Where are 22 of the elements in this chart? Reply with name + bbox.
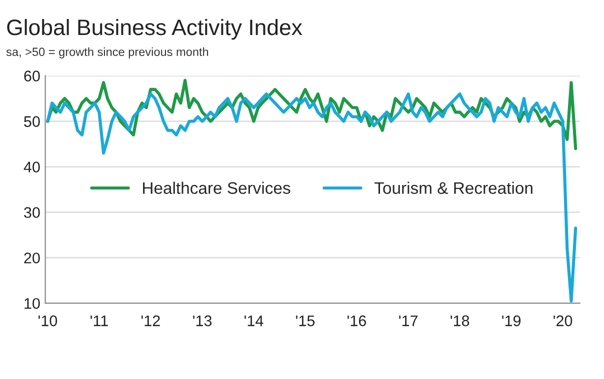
y-tick-label: 30 xyxy=(24,207,40,218)
y-tick-label: 50 xyxy=(24,116,40,127)
chart-title: Global Business Activity Index xyxy=(7,18,302,40)
x-tick-label: '20 xyxy=(554,315,572,326)
x-tick-label: '14 xyxy=(244,316,264,326)
legend-label: Healthcare Services xyxy=(143,182,290,194)
x-tick-label: '17 xyxy=(399,316,418,326)
y-tick-label: 60 xyxy=(24,70,40,82)
legend-label: Tourism & Recreation xyxy=(374,182,532,194)
x-tick-label: '11 xyxy=(90,316,108,326)
x-tick-label: '13 xyxy=(193,315,212,326)
y-tick-label: 10 xyxy=(24,298,40,309)
x-tick-label: '15 xyxy=(296,316,315,326)
y-tick-label: 20 xyxy=(24,252,40,264)
x-tick-label: '18 xyxy=(450,315,470,326)
x-tick-label: '10 xyxy=(38,315,58,326)
x-tick-label: '12 xyxy=(141,315,160,326)
x-tick-label: '16 xyxy=(348,315,366,326)
y-tick-label: 40 xyxy=(24,162,40,172)
chart-subtitle: sa, >50 = growth since previous month xyxy=(6,47,208,58)
x-tick-label: '19 xyxy=(502,315,521,326)
line-series xyxy=(46,92,578,302)
